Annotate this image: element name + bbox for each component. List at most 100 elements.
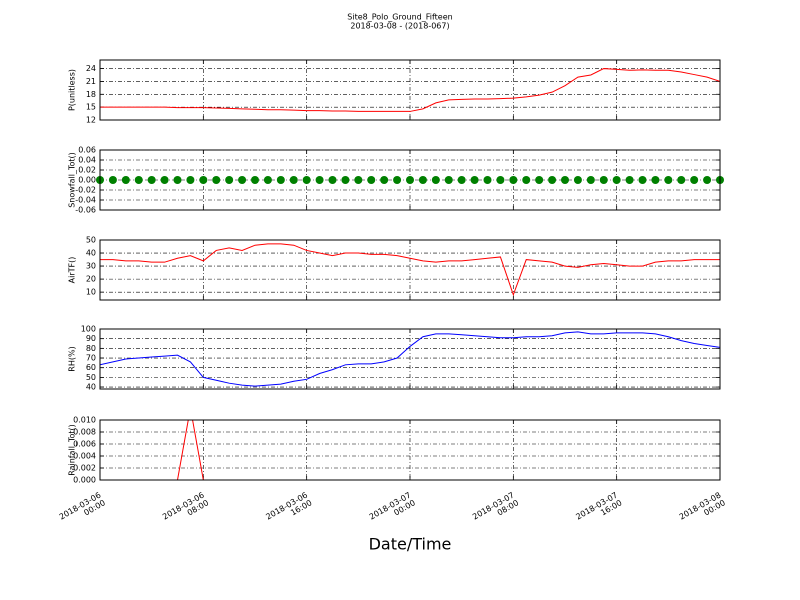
data-point: [496, 176, 505, 184]
y-tick-label: 0.002: [73, 464, 96, 473]
y-tick-label: 15: [86, 103, 96, 112]
y-tick-label: 60: [86, 363, 96, 372]
data-point: [418, 176, 427, 184]
x-tick-label: 2018-03-0708:00: [471, 490, 520, 529]
data-point: [147, 176, 156, 184]
data-point: [612, 176, 621, 184]
y-tick-label: -0.06: [75, 206, 96, 215]
y-tick-label: 0.004: [73, 452, 96, 461]
data-point: [315, 176, 324, 184]
chart-subtitle: 2018-03-08 - (2018-067): [350, 22, 449, 31]
plot-frame: [99, 239, 721, 301]
data-line: [100, 68, 720, 112]
data-point: [690, 176, 699, 184]
data-point: [354, 176, 363, 184]
plot-frame: [99, 419, 721, 481]
data-line: [100, 331, 720, 387]
y-tick-label: -0.04: [75, 196, 96, 205]
x-tick-label: 2018-03-0800:00: [677, 490, 726, 529]
data-point: [160, 176, 169, 184]
data-point: [289, 176, 298, 184]
x-tick-label: 2018-03-0716:00: [574, 490, 623, 529]
y-tick-label: 40: [86, 383, 96, 392]
y-tick-label: 0.010: [73, 416, 96, 425]
y-tick-label: 0.00: [78, 176, 96, 185]
data-point: [457, 176, 466, 184]
plot-frame: [99, 149, 721, 211]
plot-frame: [99, 59, 721, 121]
y-tick-label: 80: [86, 344, 96, 353]
data-point: [548, 176, 557, 184]
data-point: [393, 176, 402, 184]
data-point: [664, 176, 673, 184]
y-tick-label: 50: [86, 373, 96, 382]
data-point: [341, 176, 350, 184]
y-tick-label: 70: [86, 354, 96, 363]
y-axis-label: AirTF(): [68, 257, 77, 284]
data-point: [199, 176, 208, 184]
data-point: [380, 176, 389, 184]
x-tick-label: 2018-03-0608:00: [161, 490, 210, 529]
plot-frame: [99, 328, 721, 390]
data-point: [238, 176, 247, 184]
data-point: [561, 176, 569, 184]
data-point: [186, 176, 195, 184]
y-tick-label: 10: [86, 288, 96, 297]
y-tick-label: 100: [81, 325, 96, 334]
y-tick-label: 90: [86, 334, 96, 343]
data-point: [573, 176, 582, 184]
y-tick-label: 50: [86, 236, 96, 245]
y-axis-label: P(unitless): [68, 69, 77, 111]
data-point: [134, 176, 143, 184]
data-point: [522, 176, 531, 184]
data-point: [276, 176, 285, 184]
data-point: [535, 176, 544, 184]
data-point: [173, 176, 182, 184]
y-tick-label: 18: [86, 90, 96, 99]
y-axis-label: Rainfall_Tot(): [68, 424, 77, 476]
data-point: [108, 176, 117, 184]
y-tick-label: 0.04: [78, 156, 96, 165]
x-tick-label: 2018-03-0600:00: [57, 490, 106, 529]
y-tick-label: 0.06: [78, 146, 96, 155]
data-point: [444, 176, 453, 184]
data-point: [483, 176, 492, 184]
y-axis-label: RH(%): [68, 346, 77, 371]
data-line: [100, 243, 720, 297]
y-tick-label: 0.02: [78, 166, 96, 175]
data-point: [703, 176, 712, 184]
y-tick-label: 20: [86, 275, 96, 284]
x-tick-label: 2018-03-0616:00: [264, 490, 313, 529]
y-tick-label: 24: [86, 64, 96, 73]
data-point: [638, 176, 647, 184]
data-point: [212, 176, 221, 184]
data-point: [651, 176, 660, 184]
data-point: [470, 176, 479, 184]
y-tick-label: 21: [86, 77, 96, 86]
data-point: [367, 176, 376, 184]
x-tick-label: 2018-03-0700:00: [367, 490, 416, 529]
data-point: [328, 176, 337, 184]
data-point: [586, 176, 595, 184]
data-point: [677, 176, 686, 184]
y-tick-label: 0.008: [73, 428, 96, 437]
y-tick-label: 12: [86, 116, 96, 125]
data-point: [599, 176, 608, 184]
data-point: [121, 176, 130, 184]
y-axis-label: Snowfall_Tot(): [68, 152, 77, 208]
x-axis-label: Date/Time: [369, 535, 452, 554]
data-point: [302, 176, 311, 184]
y-tick-label: 0.006: [73, 440, 96, 449]
data-point: [251, 176, 259, 184]
data-point: [431, 176, 440, 184]
y-tick-label: 0.000: [73, 476, 96, 485]
data-point: [625, 176, 634, 184]
data-point: [263, 176, 272, 184]
data-point: [406, 176, 414, 184]
y-tick-label: 40: [86, 249, 96, 258]
chart-title: Site8_Polo_Ground_Fifteen: [347, 13, 452, 22]
y-tick-label: -0.02: [75, 186, 96, 195]
data-point: [509, 176, 518, 184]
data-point: [225, 176, 234, 184]
